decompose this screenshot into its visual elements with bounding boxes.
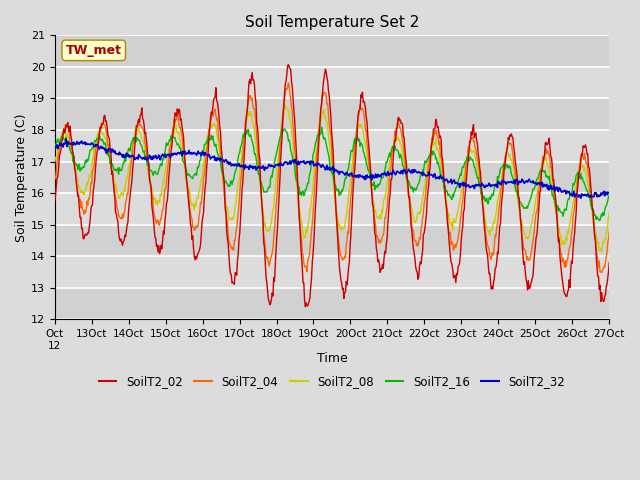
SoilT2_16 xyxy=(400,166,408,171)
X-axis label: Time: Time xyxy=(317,352,348,365)
SoilT2_02 xyxy=(417,261,425,267)
SoilT2_04 xyxy=(400,149,408,155)
SoilT2_02 xyxy=(605,259,613,265)
SoilT2_32 xyxy=(62,136,70,142)
SoilT2_04 xyxy=(118,216,125,222)
SoilT2_04 xyxy=(51,176,58,182)
SoilT2_08 xyxy=(417,210,424,216)
Title: Soil Temperature Set 2: Soil Temperature Set 2 xyxy=(244,15,419,30)
SoilT2_32 xyxy=(175,150,182,156)
SoilT2_02 xyxy=(61,130,68,136)
Text: TW_met: TW_met xyxy=(66,44,122,57)
SoilT2_04 xyxy=(598,270,605,276)
Line: SoilT2_02: SoilT2_02 xyxy=(54,65,609,307)
Bar xyxy=(54,98,609,130)
SoilT2_02 xyxy=(118,240,125,245)
Legend: SoilT2_02, SoilT2_04, SoilT2_08, SoilT2_16, SoilT2_32: SoilT2_02, SoilT2_04, SoilT2_08, SoilT2_… xyxy=(94,371,570,393)
Line: SoilT2_08: SoilT2_08 xyxy=(54,105,609,252)
SoilT2_04 xyxy=(285,80,292,85)
SoilT2_32 xyxy=(605,191,613,196)
SoilT2_08 xyxy=(51,160,58,166)
SoilT2_08 xyxy=(118,190,125,196)
SoilT2_08 xyxy=(598,249,605,254)
SoilT2_08 xyxy=(61,125,68,131)
Bar xyxy=(54,288,609,319)
SoilT2_16 xyxy=(417,173,424,179)
SoilT2_08 xyxy=(204,133,211,139)
SoilT2_32 xyxy=(204,153,212,159)
SoilT2_32 xyxy=(400,168,408,174)
SoilT2_02 xyxy=(401,145,409,151)
SoilT2_32 xyxy=(61,141,68,147)
SoilT2_02 xyxy=(204,156,211,161)
SoilT2_32 xyxy=(417,170,424,176)
SoilT2_04 xyxy=(61,130,68,135)
SoilT2_16 xyxy=(118,168,125,173)
Bar xyxy=(54,36,609,67)
SoilT2_04 xyxy=(174,112,182,118)
SoilT2_08 xyxy=(605,210,613,216)
SoilT2_02 xyxy=(51,198,58,204)
Bar xyxy=(54,225,609,256)
Line: SoilT2_32: SoilT2_32 xyxy=(54,139,609,198)
SoilT2_08 xyxy=(400,160,408,166)
SoilT2_32 xyxy=(118,154,126,160)
Y-axis label: Soil Temperature (C): Soil Temperature (C) xyxy=(15,113,28,241)
SoilT2_16 xyxy=(174,141,182,147)
SoilT2_16 xyxy=(61,136,68,142)
Line: SoilT2_04: SoilT2_04 xyxy=(54,83,609,273)
Line: SoilT2_16: SoilT2_16 xyxy=(54,127,609,220)
Bar xyxy=(54,162,609,193)
SoilT2_02 xyxy=(174,111,182,117)
SoilT2_16 xyxy=(51,147,58,153)
SoilT2_16 xyxy=(595,217,603,223)
SoilT2_04 xyxy=(605,228,613,234)
SoilT2_16 xyxy=(317,124,325,130)
SoilT2_02 xyxy=(285,62,292,68)
SoilT2_16 xyxy=(605,192,613,198)
SoilT2_32 xyxy=(51,146,58,152)
SoilT2_04 xyxy=(417,236,424,242)
SoilT2_02 xyxy=(301,304,309,310)
SoilT2_08 xyxy=(282,102,289,108)
SoilT2_08 xyxy=(174,131,182,136)
SoilT2_32 xyxy=(577,195,584,201)
SoilT2_16 xyxy=(204,140,211,146)
SoilT2_04 xyxy=(204,143,211,149)
